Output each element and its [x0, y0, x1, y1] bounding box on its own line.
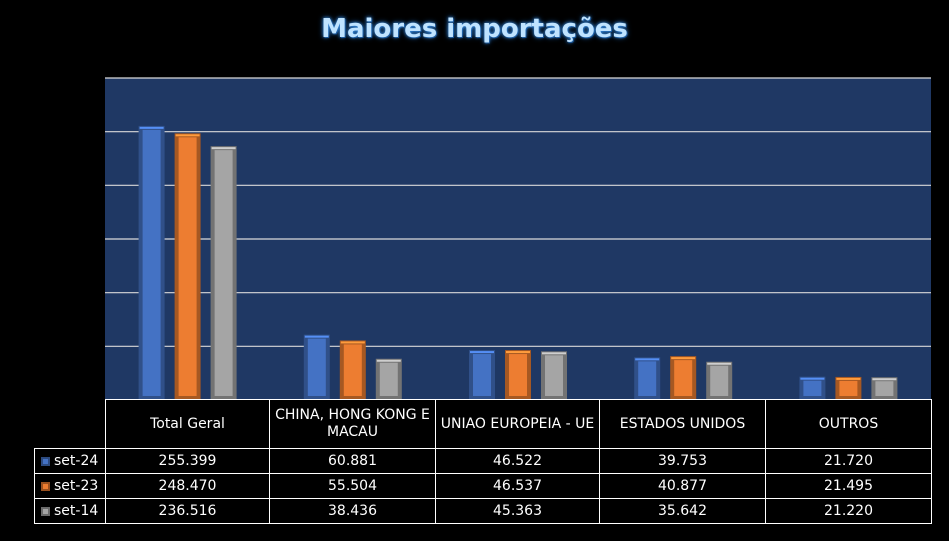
data-label: 38.436: [269, 498, 436, 524]
data-label: 35.642: [599, 498, 766, 524]
data-label: 46.537: [435, 473, 600, 499]
legend-label: set-23: [54, 478, 99, 494]
category-label: Total Geral: [105, 399, 270, 449]
bar-set-14-2: [541, 351, 567, 400]
legend-label: set-24: [54, 453, 99, 469]
data-label: 55.504: [269, 473, 436, 499]
data-label: 21.495: [765, 473, 932, 499]
bar-set-24-0: [138, 125, 165, 400]
legend-swatch: [41, 456, 50, 466]
category-label: ESTADOS UNIDOS: [599, 399, 766, 449]
bar-set-23-3: [670, 356, 697, 400]
bar-set-23-1: [339, 340, 366, 400]
bar-chart: [105, 77, 931, 400]
data-label: 60.881: [269, 448, 436, 474]
legend-entry: set-24: [34, 448, 106, 474]
category-row: Total Geral CHINA, HONG KONG E MACAU UNI…: [35, 399, 932, 449]
category-label: CHINA, HONG KONG E MACAU: [269, 399, 436, 449]
data-label: 21.220: [765, 498, 932, 524]
legend-entry: set-23: [34, 473, 106, 499]
bar-set-23-0: [174, 133, 201, 400]
data-label: 248.470: [105, 473, 270, 499]
bar-set-23-4: [835, 376, 862, 400]
data-label: 46.522: [435, 448, 600, 474]
bar-set-14-0: [210, 146, 237, 400]
data-label: 21.720: [765, 448, 932, 474]
bar-set-24-3: [634, 357, 661, 400]
bar-set-24-2: [469, 350, 495, 400]
bar-set-14-4: [871, 377, 898, 400]
legend-label: set-14: [54, 503, 99, 519]
data-table: Total Geral CHINA, HONG KONG E MACAU UNI…: [34, 399, 932, 524]
bar-set-24-4: [799, 376, 826, 400]
bar-set-23-2: [505, 350, 531, 400]
category-label: OUTROS: [765, 399, 932, 449]
legend-entry: set-14: [34, 498, 106, 524]
bar-set-24-1: [303, 334, 330, 400]
data-label: 236.516: [105, 498, 270, 524]
legend-swatch: [41, 506, 50, 516]
bar-set-14-3: [706, 361, 733, 400]
bar-set-14-1: [375, 358, 402, 400]
legend-swatch: [41, 481, 50, 491]
data-label: 255.399: [105, 448, 270, 474]
data-label: 39.753: [599, 448, 766, 474]
category-label: UNIAO EUROPEIA - UE: [435, 399, 600, 449]
table-corner: [35, 400, 106, 449]
series-row: set-23 248.470 55.504 46.537 40.877 21.4…: [34, 473, 932, 499]
data-label: 40.877: [599, 473, 766, 499]
data-label: 45.363: [435, 498, 600, 524]
series-row: set-14 236.516 38.436 45.363 35.642 21.2…: [34, 498, 932, 524]
chart-title: Maiores importações: [321, 14, 628, 44]
series-row: set-24 255.399 60.881 46.522 39.753 21.7…: [34, 448, 932, 474]
